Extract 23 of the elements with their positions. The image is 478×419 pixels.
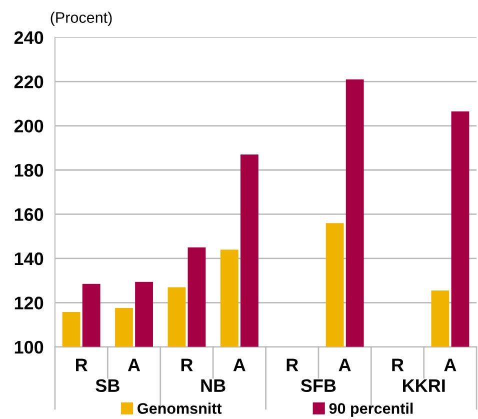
text: KKRI — [403, 379, 445, 392]
y-tick-label: 240 — [14, 31, 44, 44]
x-tick-label: R — [181, 358, 193, 372]
x-tick-label: R — [76, 358, 88, 372]
y-tick-label: 220 — [14, 75, 44, 88]
y-tick-label: 120 — [14, 296, 44, 310]
legend-label: Genomsnitt — [138, 402, 222, 414]
y-tick-label: 200 — [14, 120, 44, 132]
text: SFB — [300, 379, 336, 392]
y-axis-title: (Procent) — [50, 12, 112, 26]
x-tick-label: R — [392, 358, 404, 372]
y-tick-label: 180 — [14, 164, 44, 177]
y-tick-label: 100 — [14, 340, 44, 354]
x-tick-label: A — [128, 358, 140, 372]
text: SB — [96, 379, 120, 392]
x-tick-label: A — [338, 358, 351, 372]
x-tick-label: A — [444, 358, 456, 372]
x-tick-label: A — [233, 358, 246, 372]
y-tick-label: 140 — [14, 252, 44, 266]
y-tick-label: 160 — [14, 208, 44, 221]
x-tick-label: R — [286, 358, 298, 372]
legend-label: 90 percentil — [329, 402, 413, 417]
text: NB — [201, 379, 226, 392]
